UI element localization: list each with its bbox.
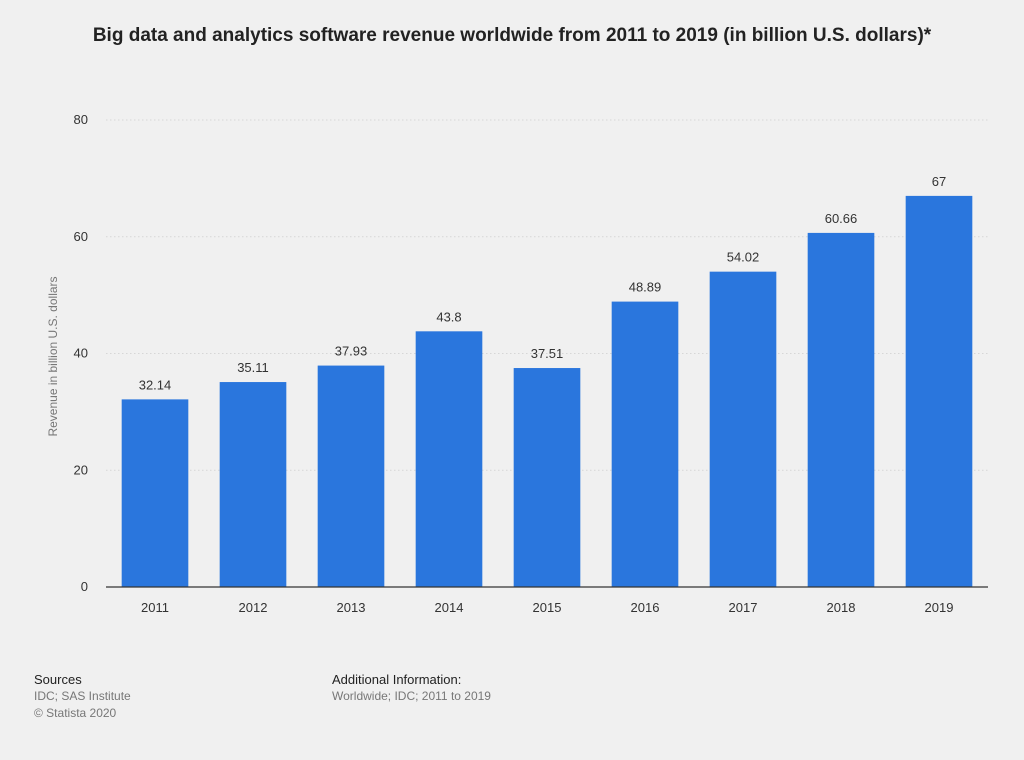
bar-2017 [709, 271, 777, 587]
additional-info-heading: Additional Information: [332, 672, 462, 687]
bar-2013 [317, 365, 385, 587]
x-tick-label: 2018 [827, 600, 856, 615]
x-tick-label: 2019 [925, 600, 954, 615]
data-label: 37.93 [335, 344, 368, 359]
y-tick-label: 80 [74, 112, 88, 127]
x-tick-label: 2012 [239, 600, 268, 615]
x-tick-label: 2014 [435, 600, 464, 615]
x-tick-label: 2013 [337, 600, 366, 615]
sources-heading: Sources [34, 672, 82, 687]
additional-info-block: Additional Information: Worldwide; IDC; … [332, 671, 491, 705]
sources-block: Sources IDC; SAS Institute © Statista 20… [34, 671, 131, 722]
data-label: 48.89 [629, 280, 662, 295]
bar-2016 [611, 301, 679, 587]
data-label: 43.8 [436, 309, 461, 324]
chart-svg: 0 20 40 60 80 Revenue in billion U.S. dollars… [46, 112, 988, 615]
y-tick-label: 60 [74, 229, 88, 244]
y-axis-title: Revenue in billion U.S. dollars [46, 276, 60, 436]
data-label: 37.51 [531, 346, 564, 361]
bar-2015 [513, 368, 581, 587]
x-tick-label: 2017 [729, 600, 758, 615]
bar-2019 [905, 195, 973, 587]
y-tick-label: 0 [81, 579, 88, 594]
additional-info-line-1: Worldwide; IDC; 2011 to 2019 [332, 689, 491, 703]
bar-2011 [121, 399, 189, 587]
y-tick-label: 40 [74, 346, 88, 361]
data-label: 60.66 [825, 211, 858, 226]
sources-line-1: IDC; SAS Institute [34, 689, 131, 703]
chart-title: Big data and analytics software revenue … [92, 25, 932, 46]
data-label: 54.02 [727, 250, 760, 265]
sources-line-2: © Statista 2020 [34, 706, 117, 720]
y-tick-label: 20 [74, 462, 88, 477]
bar-2012 [219, 382, 287, 587]
bar-2014 [415, 331, 483, 587]
data-label: 67 [932, 174, 946, 189]
bar-2018 [807, 232, 875, 587]
x-tick-label: 2011 [141, 600, 169, 615]
x-tick-label: 2015 [533, 600, 562, 615]
data-label: 32.14 [139, 377, 172, 392]
x-tick-label: 2016 [631, 600, 660, 615]
data-label: 35.11 [237, 360, 269, 375]
